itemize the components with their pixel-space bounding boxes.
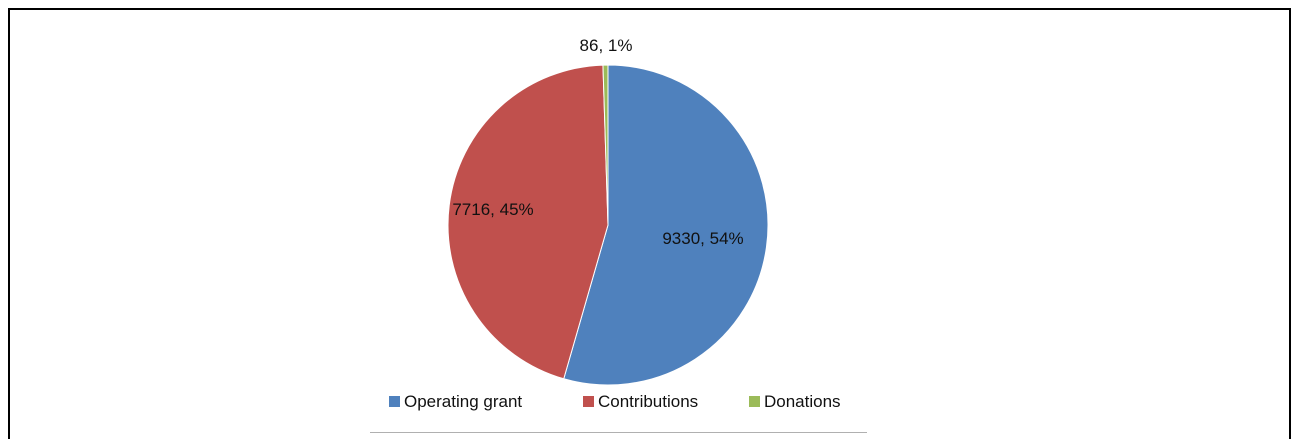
legend-divider: [370, 432, 867, 433]
legend-label-contributions: Contributions: [598, 392, 698, 411]
data-label-donations: 86, 1%: [580, 36, 633, 55]
legend-swatch-contributions: [583, 396, 594, 407]
pie-slice-operating-grant: [563, 64, 769, 386]
legend-swatch-operating-grant: [389, 396, 400, 407]
legend-label-operating-grant: Operating grant: [404, 392, 522, 411]
legend: Operating grant Contributions Donations: [389, 392, 841, 411]
legend-label-donations: Donations: [764, 392, 841, 411]
data-label-operating-grant: 9330, 54%: [662, 229, 743, 248]
data-label-contributions: 7716, 45%: [452, 200, 533, 219]
legend-swatch-donations: [749, 396, 760, 407]
pie-data-labels: 9330, 54% 7716, 45% 86, 1%: [452, 36, 743, 248]
pie-slices: [447, 64, 769, 386]
pie-slice-contributions: [447, 64, 609, 380]
pie-slice-donations: [602, 64, 609, 226]
